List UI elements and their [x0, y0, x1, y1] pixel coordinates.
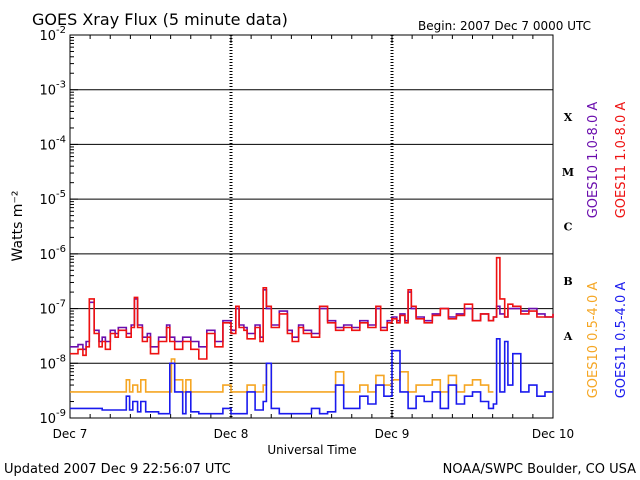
y-tick-label: 10-6 — [39, 244, 66, 263]
y-tick-label: 10-4 — [39, 134, 66, 153]
x-tick-label: Dec 9 — [375, 427, 410, 441]
legend-entry: GOES10 1.0-8.0 A — [586, 102, 601, 219]
day-divider-lines — [229, 35, 394, 418]
flare-class-label: X — [564, 111, 573, 124]
legend-entry: GOES11 0.5-4.0 A — [614, 282, 629, 399]
chart-title: GOES Xray Flux (5 minute data) — [32, 10, 288, 29]
credit-label: NOAA/SWPC Boulder, CO USA — [443, 462, 636, 477]
updated-label: Updated 2007 Dec 9 22:56:07 UTC — [4, 462, 231, 477]
flare-class-labels: A B C M X — [562, 111, 574, 343]
series-line — [70, 256, 554, 360]
flare-class-label: A — [563, 330, 573, 343]
y-tick-label: 10-3 — [39, 80, 66, 99]
x-tick-label: Dec 10 — [532, 427, 574, 441]
x-tick-label: Dec 7 — [53, 427, 88, 441]
y-tick-label: 10-9 — [39, 408, 66, 427]
legend-entry: GOES10 0.5-4.0 A — [586, 282, 601, 399]
flare-class-label: M — [562, 166, 574, 179]
flare-class-label: B — [563, 275, 572, 288]
gridlines — [70, 89, 553, 364]
begin-label: Begin: 2007 Dec 7 0000 UTC — [418, 19, 591, 33]
legend: GOES10 1.0-8.0 A GOES11 1.0-8.0 A GOES10 0… — [586, 102, 629, 399]
series-line — [70, 338, 553, 415]
x-axis-label: Universal Time — [267, 443, 356, 457]
legend-entry: GOES11 1.0-8.0 A — [614, 102, 629, 219]
y-tick-label: 10-5 — [39, 189, 66, 208]
y-axis-label: Watts m⁻² — [10, 191, 26, 262]
x-tick-label: Dec 8 — [214, 427, 249, 441]
y-tick-label: 10-8 — [39, 353, 66, 372]
y-tick-label: 10-2 — [39, 25, 66, 44]
series-line — [70, 358, 494, 393]
plot-frame — [69, 34, 554, 419]
series-lines — [70, 256, 554, 415]
flare-class-label: C — [564, 221, 573, 234]
y-tick-label: 10-7 — [39, 299, 66, 318]
x-axis-ticks: Dec 7 Dec 8 Dec 9 Dec 10 — [53, 35, 574, 441]
y-axis-ticks: 10-9 10-8 10-7 10-6 10-5 10-4 10-3 10-2 — [39, 25, 78, 427]
